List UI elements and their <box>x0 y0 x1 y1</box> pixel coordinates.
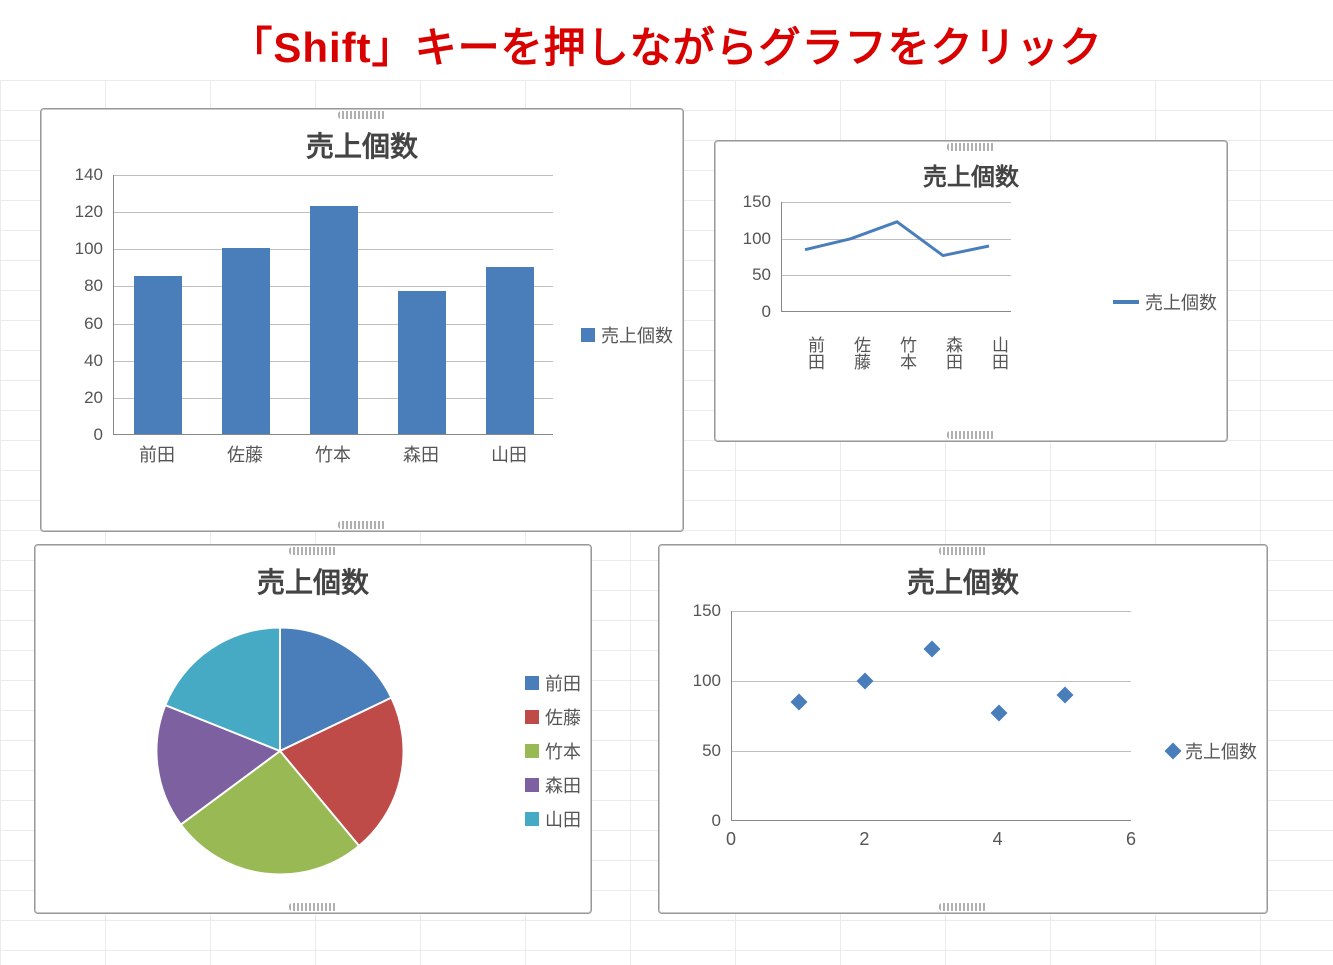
legend-label: 売上個数 <box>601 322 673 348</box>
scatter-chart-frame[interactable]: 売上個数 0 50 100 150 0 2 4 6 売上個数 <box>658 544 1268 914</box>
legend-item: 前田 <box>525 670 581 696</box>
legend-swatch-icon <box>525 744 539 758</box>
bar <box>134 276 182 434</box>
scatter-marker <box>857 673 874 690</box>
pie-chart-title: 売上個数 <box>45 561 581 601</box>
x-tick-label: 前田 <box>781 318 827 388</box>
scatter-chart-plot: 050100150 0246 <box>669 611 1157 891</box>
pie-chart-legend: 前田佐藤竹本森田山田 <box>515 611 581 891</box>
x-tick-label: 山田 <box>465 441 553 467</box>
legend-label: 山田 <box>545 806 581 832</box>
legend-label: 前田 <box>545 670 581 696</box>
line-chart-title: 売上個数 <box>725 157 1217 192</box>
x-tick-label: 竹本 <box>873 318 919 388</box>
scatter-marker <box>990 705 1007 722</box>
y-tick-label: 0 <box>51 425 109 445</box>
y-tick-label: 100 <box>51 239 109 259</box>
legend-swatch-icon <box>525 812 539 826</box>
y-tick-label: 120 <box>51 202 109 222</box>
legend-label: 竹本 <box>545 738 581 764</box>
scatter-marker <box>1057 687 1074 704</box>
legend-label: 売上個数 <box>1145 289 1217 315</box>
legend-item: 山田 <box>525 806 581 832</box>
x-tick-label: 佐藤 <box>201 441 289 467</box>
legend-label: 売上個数 <box>1185 738 1257 764</box>
scatter-marker <box>790 694 807 711</box>
headline-text: 「Shift」キーを押しながらグラフをクリック <box>0 0 1333 75</box>
scatter-marker <box>924 640 941 657</box>
bar-chart-frame[interactable]: 売上個数 0 20 40 60 80 100 120 140 前田佐藤竹本森田山田 売上個数 <box>40 108 684 532</box>
y-tick-label: 0 <box>725 302 777 322</box>
legend-line-icon <box>1113 300 1139 304</box>
y-tick-label: 40 <box>51 351 109 371</box>
y-tick-label: 80 <box>51 276 109 296</box>
legend-item: 森田 <box>525 772 581 798</box>
legend-item: 売上個数 <box>581 322 673 348</box>
y-tick-label: 150 <box>669 601 727 621</box>
x-tick-label: 6 <box>1126 829 1136 850</box>
legend-swatch-icon <box>525 676 539 690</box>
scatter-chart-legend: 売上個数 <box>1157 611 1257 891</box>
pie-chart-frame[interactable]: 売上個数 前田佐藤竹本森田山田 <box>34 544 592 914</box>
legend-item: 売上個数 <box>1113 289 1217 315</box>
x-tick-label: 森田 <box>377 441 465 467</box>
bar <box>310 206 358 434</box>
line-chart-plot: 050100150 前田佐藤竹本森田山田 <box>725 202 1103 402</box>
x-tick-label: 森田 <box>919 318 965 388</box>
pie-svg <box>150 621 410 881</box>
bar-chart-plot: 020406080100120140 前田佐藤竹本森田山田 <box>51 175 571 495</box>
y-tick-label: 140 <box>51 165 109 185</box>
scatter-chart-title: 売上個数 <box>669 561 1257 601</box>
legend-item: 売上個数 <box>1167 738 1257 764</box>
x-tick-label: 佐藤 <box>827 318 873 388</box>
x-tick-label: 前田 <box>113 441 201 467</box>
y-tick-label: 50 <box>725 265 777 285</box>
y-tick-label: 60 <box>51 314 109 334</box>
x-tick-label: 0 <box>726 829 736 850</box>
bar-chart-title: 売上個数 <box>51 125 673 165</box>
y-tick-label: 150 <box>725 192 777 212</box>
y-tick-label: 20 <box>51 388 109 408</box>
pie-chart-plot <box>45 611 515 891</box>
y-tick-label: 0 <box>669 811 727 831</box>
x-tick-label: 山田 <box>965 318 1011 388</box>
legend-swatch-icon <box>525 778 539 792</box>
legend-item: 竹本 <box>525 738 581 764</box>
legend-swatch-icon <box>525 710 539 724</box>
legend-label: 森田 <box>545 772 581 798</box>
legend-swatch-icon <box>581 328 595 342</box>
bar-chart-legend: 売上個数 <box>571 175 673 495</box>
x-tick-label: 竹本 <box>289 441 377 467</box>
y-tick-label: 50 <box>669 741 727 761</box>
y-tick-label: 100 <box>725 229 777 249</box>
y-tick-label: 100 <box>669 671 727 691</box>
legend-diamond-icon <box>1165 743 1182 760</box>
x-tick-label: 4 <box>993 829 1003 850</box>
legend-label: 佐藤 <box>545 704 581 730</box>
line-chart-frame[interactable]: 売上個数 0 50 100 150 前田佐藤竹本森田山田 売上個数 <box>714 140 1228 442</box>
bar <box>486 267 534 434</box>
bar <box>398 291 446 434</box>
line-chart-legend: 売上個数 <box>1103 202 1217 402</box>
legend-item: 佐藤 <box>525 704 581 730</box>
bar <box>222 248 270 434</box>
x-tick-label: 2 <box>859 829 869 850</box>
